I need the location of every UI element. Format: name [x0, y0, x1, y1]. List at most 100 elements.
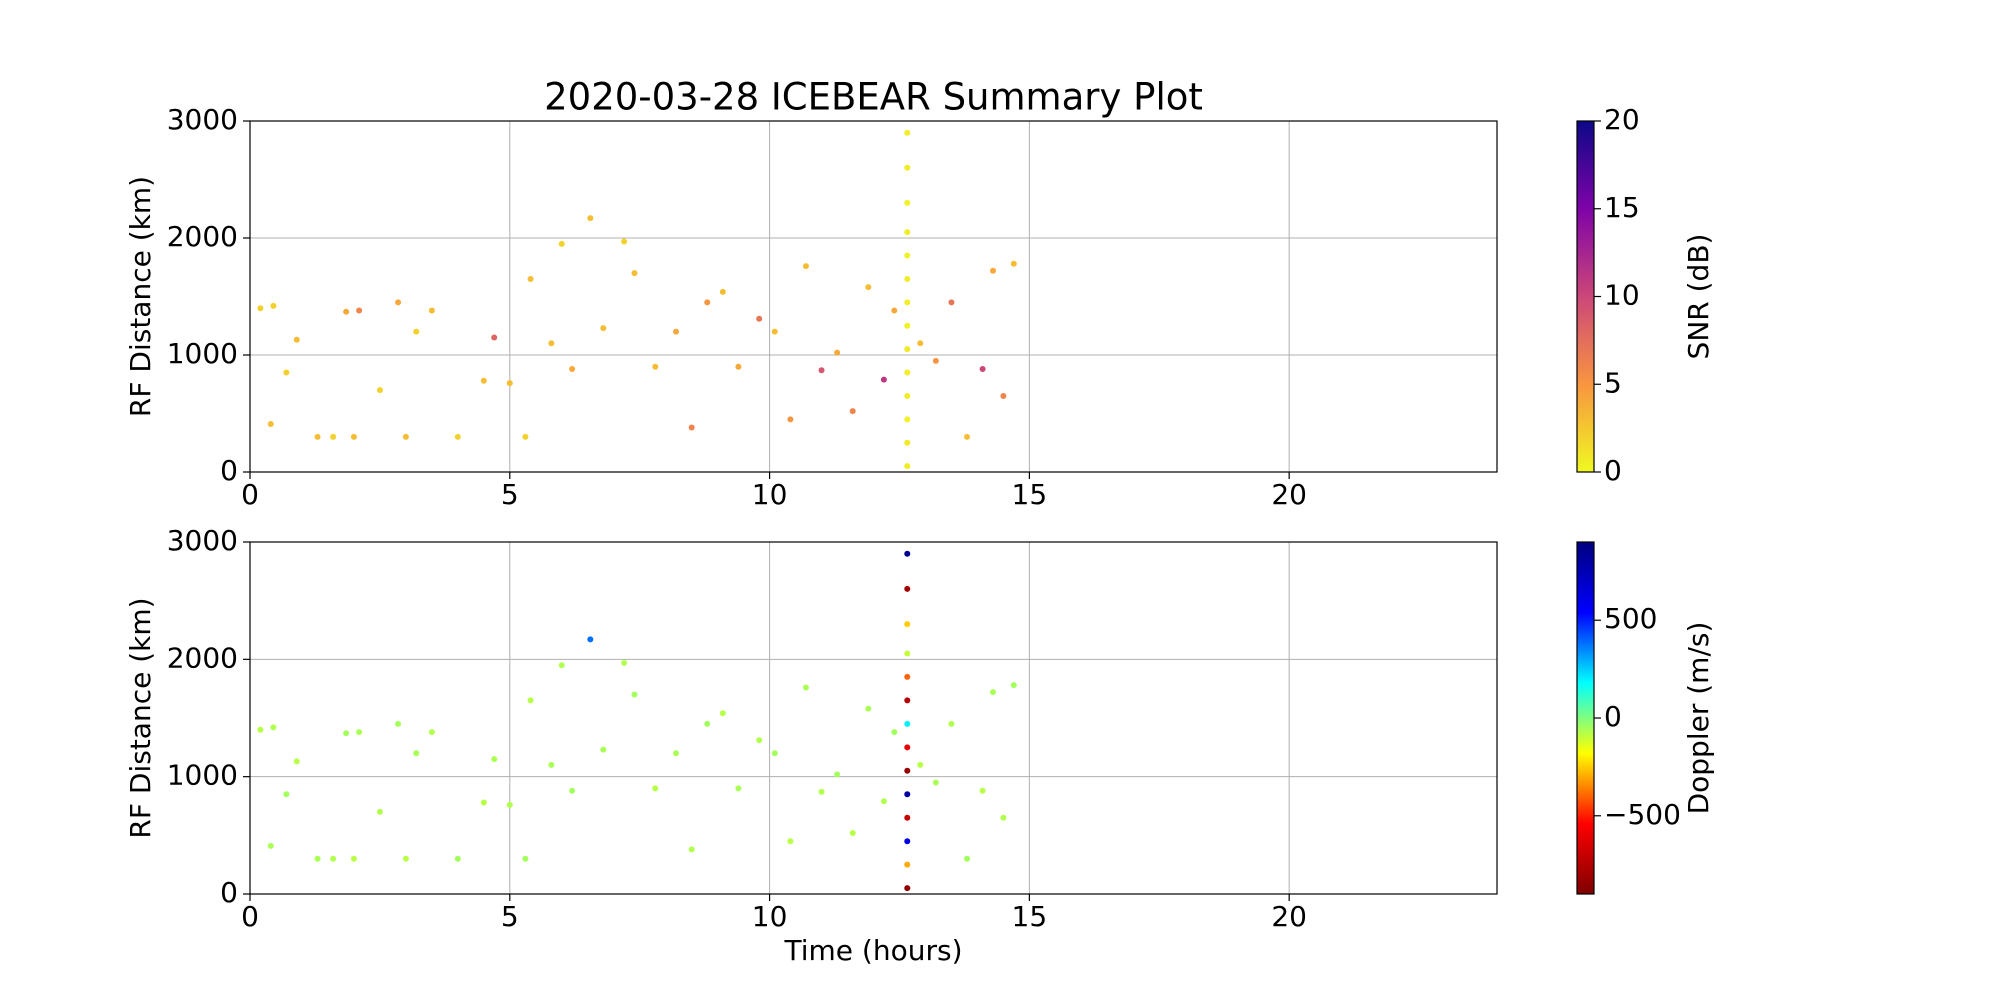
point [771, 750, 778, 757]
point [787, 416, 794, 423]
x-tick-label: 5 [501, 478, 519, 511]
x-tick-label: 10 [752, 478, 788, 511]
point [904, 550, 911, 557]
point [314, 433, 321, 440]
x-tick-label: 20 [1271, 478, 1307, 511]
point [904, 252, 911, 259]
point [343, 308, 350, 315]
point [756, 315, 763, 322]
axes-frame [249, 120, 1498, 473]
x-tick-label: 0 [241, 900, 259, 933]
colorbar-tick-label: 5 [1604, 366, 1622, 399]
y-tick-label: 2000 [167, 641, 238, 674]
point [350, 855, 357, 862]
point [621, 659, 628, 666]
point [548, 340, 555, 347]
point [904, 322, 911, 329]
y-tick-label: 1000 [167, 759, 238, 792]
point [356, 307, 363, 314]
point [917, 761, 924, 768]
point [904, 885, 911, 892]
point [834, 349, 841, 356]
point [904, 299, 911, 306]
point [1010, 260, 1017, 267]
point [771, 328, 778, 335]
colorbar [1576, 120, 1595, 473]
colorbar-tick-label: 10 [1604, 279, 1640, 312]
point [904, 392, 911, 399]
point [735, 363, 742, 370]
axes-frame [249, 541, 1498, 895]
y-tick-label: 0 [220, 876, 238, 909]
point [704, 720, 711, 727]
x-axis-label: Time (hours) [784, 934, 963, 967]
y-tick-label: 3000 [167, 103, 238, 136]
point [506, 380, 513, 387]
point [756, 737, 763, 744]
point [904, 838, 911, 845]
point [891, 307, 898, 314]
point [932, 779, 939, 786]
point [990, 689, 997, 696]
colorbar-tick-label: 0 [1604, 454, 1622, 487]
point [932, 357, 939, 364]
point [293, 336, 300, 343]
y-tick-label: 1000 [167, 337, 238, 370]
point [631, 270, 638, 277]
colorbar-label: Doppler (m/s) [1682, 622, 1715, 815]
point [688, 846, 695, 853]
point [849, 408, 856, 415]
point [1010, 682, 1017, 689]
point [506, 801, 513, 808]
point [979, 787, 986, 794]
point [719, 288, 726, 295]
point [904, 129, 911, 136]
point [330, 855, 337, 862]
point [904, 650, 911, 657]
point [257, 726, 264, 733]
point [491, 756, 498, 763]
x-tick-label: 10 [752, 900, 788, 933]
x-tick-label: 15 [1012, 900, 1048, 933]
point [948, 720, 955, 727]
point [904, 744, 911, 751]
point [673, 328, 680, 335]
point [587, 636, 594, 643]
point [558, 240, 565, 247]
point [522, 855, 529, 862]
point [865, 284, 872, 291]
point [395, 299, 402, 306]
point [267, 421, 274, 428]
point [904, 229, 911, 236]
point [787, 838, 794, 845]
point [904, 767, 911, 774]
colorbar-label: SNR (dB) [1682, 234, 1715, 360]
point [904, 621, 911, 628]
point [283, 791, 290, 798]
point [990, 267, 997, 274]
point [395, 720, 402, 727]
point [979, 366, 986, 373]
point [904, 720, 911, 727]
point [491, 334, 498, 341]
point [904, 861, 911, 868]
point [402, 855, 409, 862]
point [314, 855, 321, 862]
point [267, 842, 274, 849]
y-tick-label: 0 [220, 454, 238, 487]
point [1000, 814, 1007, 821]
point [480, 799, 487, 806]
point [735, 785, 742, 792]
x-tick-label: 0 [241, 478, 259, 511]
x-tick-label: 20 [1271, 900, 1307, 933]
point [834, 771, 841, 778]
y-tick-label: 2000 [167, 220, 238, 253]
point [948, 299, 955, 306]
point [802, 263, 809, 270]
colorbar [1576, 541, 1595, 895]
point [904, 463, 911, 470]
point [558, 662, 565, 669]
colorbar-tick-label: 0 [1604, 700, 1622, 733]
point [376, 808, 383, 815]
